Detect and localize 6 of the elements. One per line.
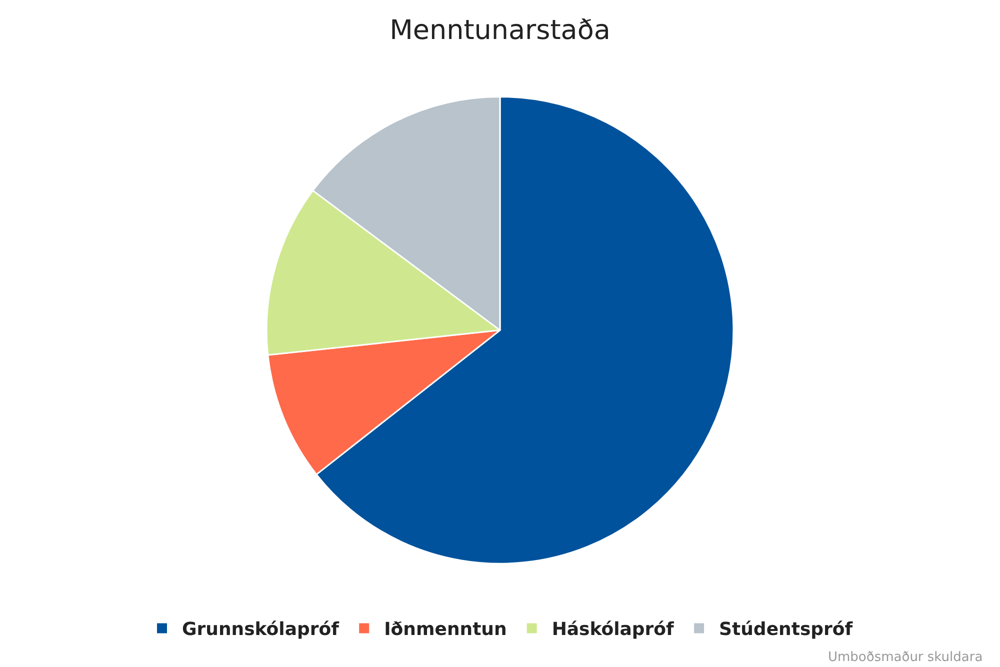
legend-label: Stúdentspróf <box>719 619 853 640</box>
chart-title: Menntunarstaða <box>390 14 610 46</box>
legend-label: Grunnskólapróf <box>182 619 340 640</box>
legend-label: Iðnmenntun <box>384 619 507 640</box>
text: Umboðsmaður skuldara <box>828 650 983 665</box>
legend-label: Háskólapróf <box>552 619 674 640</box>
